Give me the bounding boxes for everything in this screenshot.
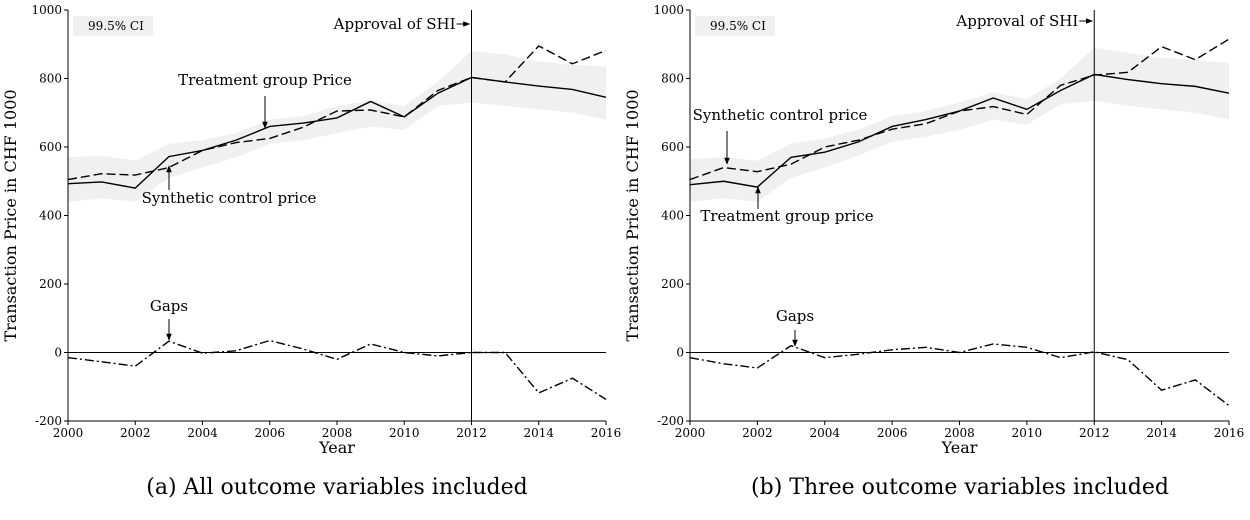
y-tick-label: 800 [661, 72, 684, 86]
x-tick-label: 2016 [1214, 426, 1245, 440]
y-tick-label: 800 [39, 72, 62, 86]
y-tick-label: 1000 [653, 3, 684, 17]
series-label: Treatment group Price [178, 71, 352, 89]
series-label: Gaps [150, 297, 188, 315]
y-tick-label: 0 [54, 346, 62, 360]
x-tick-label: 2006 [254, 426, 285, 440]
y-tick-label: 400 [661, 209, 684, 223]
series-label: Gaps [776, 307, 814, 325]
x-tick-label: 2014 [523, 426, 554, 440]
series-line [689, 343, 1230, 407]
x-tick-label: 2008 [322, 426, 353, 440]
series-label: Synthetic control price [142, 189, 317, 207]
x-tick-label: 2002 [742, 426, 773, 440]
legend-swatch [695, 16, 775, 36]
x-tick-label: 2000 [53, 426, 84, 440]
legend-label: 99.5% CI [710, 19, 766, 33]
x-tick-label: 2016 [591, 426, 622, 440]
y-tick-label: -200 [35, 414, 62, 428]
event-label: Approval of SHI [955, 12, 1078, 30]
series-line [67, 76, 607, 189]
caption: (a) All outcome variables included [146, 475, 527, 500]
y-tick-label: 0 [676, 346, 684, 360]
ci-band [690, 47, 1229, 202]
series-label: Treatment group price [700, 207, 873, 225]
series-line [67, 45, 607, 181]
x-tick-label: 2004 [809, 426, 840, 440]
series-line [689, 38, 1230, 181]
y-tick-label: 600 [661, 140, 684, 154]
x-tick-label: 2014 [1146, 426, 1177, 440]
y-tick-label: 400 [39, 209, 62, 223]
x-axis-label: Year [318, 438, 355, 457]
y-tick-label: 1000 [31, 3, 62, 17]
x-tick-label: 2012 [456, 426, 487, 440]
x-tick-label: 2008 [944, 426, 975, 440]
x-tick-label: 2012 [1079, 426, 1110, 440]
x-tick-label: 2004 [187, 426, 218, 440]
event-label: Approval of SHI [333, 15, 456, 33]
legend-swatch [73, 16, 153, 36]
y-tick-label: 200 [661, 277, 684, 291]
x-tick-label: 2006 [877, 426, 908, 440]
series-line [67, 339, 607, 401]
y-axis-label: Transaction Price in CHF 1000 [623, 89, 642, 341]
x-tick-label: 2010 [389, 426, 420, 440]
x-tick-label: 2010 [1012, 426, 1043, 440]
caption: (b) Three outcome variables included [751, 475, 1169, 500]
y-tick-label: 200 [39, 277, 62, 291]
legend-label: 99.5% CI [88, 19, 144, 33]
x-axis-label: Year [941, 438, 978, 457]
x-tick-label: 2000 [675, 426, 706, 440]
y-axis-label: Transaction Price in CHF 1000 [1, 89, 20, 341]
x-tick-label: 2002 [120, 426, 151, 440]
y-tick-label: -200 [657, 414, 684, 428]
series-label: Synthetic control price [693, 106, 868, 124]
y-tick-label: 600 [39, 140, 62, 154]
